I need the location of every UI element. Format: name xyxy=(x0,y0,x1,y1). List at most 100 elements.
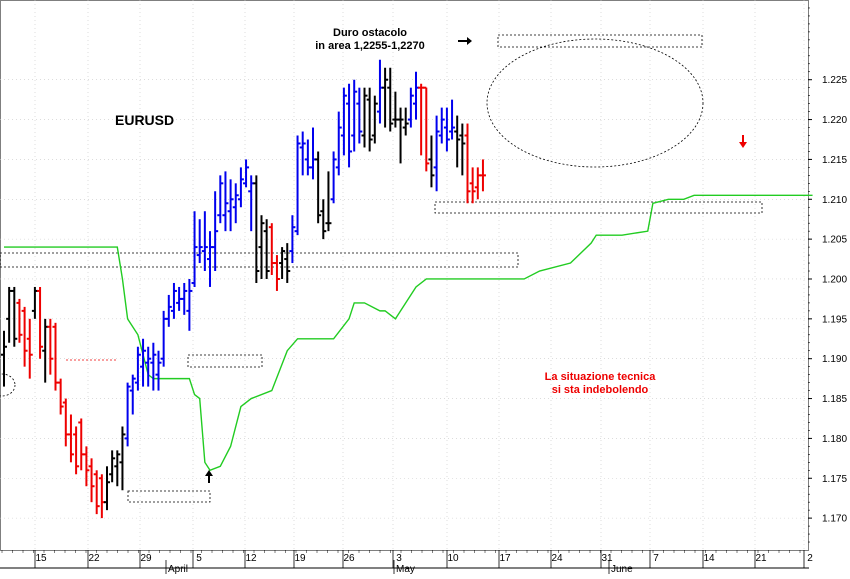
ohlc-bar xyxy=(52,322,59,391)
month-label: May xyxy=(396,564,415,574)
x-tick-label: 21 xyxy=(755,553,767,564)
ohlc-bar xyxy=(330,151,337,204)
y-tick-label: 1.205 xyxy=(822,235,847,246)
ohlc-bar xyxy=(459,123,466,176)
top-note-line1: Duro ostacolo xyxy=(333,27,407,39)
ohlc-bar xyxy=(428,135,435,188)
ohlc-bar xyxy=(140,338,147,387)
ohlc-bar xyxy=(243,159,250,188)
bottom-note-line2: si sta indebolendo xyxy=(552,384,649,396)
ohlc-bar xyxy=(21,306,28,367)
ohlc-bar xyxy=(438,107,445,144)
x-tick-label: 14 xyxy=(703,553,715,564)
ohlc-bars xyxy=(1,59,486,519)
ohlc-bar xyxy=(351,79,358,152)
x-tick-label: 24 xyxy=(551,553,563,564)
y-tick-label: 1.175 xyxy=(822,474,847,485)
ohlc-bar xyxy=(31,286,38,319)
stop-line xyxy=(4,194,813,472)
ohlc-bar xyxy=(170,282,177,319)
ohlc-bar xyxy=(78,418,85,471)
ohlc-bar xyxy=(258,215,265,279)
ohlc-bar xyxy=(93,470,100,515)
y-tick-label: 1.225 xyxy=(822,75,847,86)
ohlc-bar xyxy=(315,151,322,224)
ohlc-bar xyxy=(57,378,64,415)
ohlc-bar xyxy=(176,286,183,311)
ohlc-bar xyxy=(474,167,481,200)
x-tick-label: 2 xyxy=(807,553,813,564)
ohlc-bar xyxy=(449,99,456,140)
ohlc-bar xyxy=(407,87,414,128)
ohlc-bar xyxy=(299,131,306,176)
x-tick-label: 7 xyxy=(653,553,659,564)
ohlc-bar xyxy=(418,83,425,156)
ohlc-bar xyxy=(387,67,394,132)
x-tick-label: 15 xyxy=(35,553,47,564)
ohlc-bar xyxy=(469,167,476,204)
ohlc-bar xyxy=(382,67,389,128)
ohlc-bar xyxy=(1,330,7,387)
ohlc-bar xyxy=(433,115,440,192)
ohlc-bar xyxy=(160,310,167,367)
ohlc-bar xyxy=(212,191,219,272)
y-tick-label: 1.200 xyxy=(822,274,847,285)
x-tick-label: 17 xyxy=(499,553,511,564)
chart-title: EURUSD xyxy=(115,112,174,128)
ohlc-bar xyxy=(284,243,291,283)
ohlc-bar xyxy=(217,175,224,224)
ohlc-bar xyxy=(232,183,239,224)
ohlc-bar xyxy=(104,466,110,511)
x-tick-label: 29 xyxy=(140,553,152,564)
ohlc-bar xyxy=(397,107,404,164)
y-tick-label: 1.195 xyxy=(822,314,847,325)
x-tick-label: 31 xyxy=(601,553,613,564)
ohlc-bar xyxy=(356,87,363,144)
y-tick-label: 1.170 xyxy=(822,514,847,525)
ohlc-bar xyxy=(129,374,136,415)
month-label: April xyxy=(168,564,188,574)
ohlc-bar xyxy=(114,450,121,487)
ohlc-bar xyxy=(227,179,234,232)
ohlc-bar xyxy=(165,294,172,327)
ohlc-bar xyxy=(310,127,316,180)
ohlc-bar xyxy=(479,159,486,192)
ohlc-bar xyxy=(273,255,280,291)
ohlc-bar xyxy=(201,211,208,272)
x-tick-label: 19 xyxy=(294,553,306,564)
ohlc-bar xyxy=(320,199,327,240)
top-pattern-ellipse xyxy=(486,38,704,168)
ohlc-bar xyxy=(26,318,33,379)
dashed-zones xyxy=(0,34,763,503)
x-tick-label: 26 xyxy=(343,553,355,564)
zone-june-support xyxy=(434,201,763,214)
month-axis: April May June xyxy=(165,560,633,575)
ohlc-bar xyxy=(263,219,270,279)
ohlc-bar xyxy=(88,458,95,503)
y-gridlines xyxy=(0,79,808,519)
x-tick-label: 3 xyxy=(396,553,402,564)
ohlc-bar xyxy=(181,282,188,315)
ohlc-bar xyxy=(366,87,373,152)
ohlc-bar xyxy=(340,87,347,156)
ohlc-bar xyxy=(454,115,461,168)
x-gridlines xyxy=(34,0,805,550)
ohlc-bar xyxy=(464,123,471,204)
x-tick-label: 22 xyxy=(88,553,100,564)
y-tick-label: 1.220 xyxy=(822,115,847,126)
month-label: June xyxy=(611,564,633,574)
x-tick-label: 5 xyxy=(196,553,202,564)
zone-may-support xyxy=(0,252,519,268)
ohlc-bar xyxy=(294,135,301,236)
ohlc-bar xyxy=(11,286,18,347)
ohlc-bar xyxy=(346,83,353,168)
arrow-right-icon xyxy=(458,37,472,45)
ohlc-bar xyxy=(361,87,368,148)
arrow-up-icon xyxy=(205,470,213,483)
y-tick-label: 1.215 xyxy=(822,155,847,166)
ohlc-bar xyxy=(150,342,157,391)
ohlc-bar xyxy=(325,171,332,232)
y-tick-label: 1.180 xyxy=(822,434,847,445)
ohlc-bar xyxy=(413,71,419,120)
